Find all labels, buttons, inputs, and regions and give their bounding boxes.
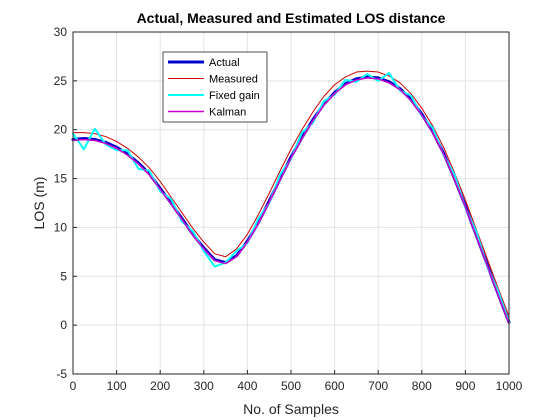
legend-label-actual: Actual [209, 57, 240, 69]
chart-title: Actual, Measured and Estimated LOS dista… [137, 10, 446, 26]
y-tick-label: 10 [54, 220, 68, 234]
x-tick-label: 0 [70, 379, 77, 393]
x-tick-label: 200 [150, 379, 170, 393]
y-tick-label: 25 [54, 74, 68, 88]
legend-label-kalman: Kalman [209, 107, 246, 119]
series-layer [71, 70, 511, 324]
y-tick-label: 20 [54, 123, 68, 137]
y-tick-label: 15 [54, 172, 68, 186]
y-tick-label: 30 [54, 25, 68, 39]
axis-ticks: 0 100 200 300 400 500 600 700 800 900 1000-5051015… [54, 25, 523, 393]
x-tick-label: 500 [281, 379, 301, 393]
x-tick-label: 900 [455, 379, 475, 393]
x-tick-label: 300 [194, 379, 214, 393]
y-tick-label: 5 [60, 269, 67, 283]
x-axis-title: No. of Samples [243, 401, 339, 417]
series-line-kalman [72, 77, 510, 324]
y-tick-label: -5 [56, 367, 67, 381]
x-tick-label: 1000 [496, 379, 523, 393]
legend: Actual Measured Fixed gain Kalman [162, 51, 268, 123]
x-tick-label: 800 [412, 379, 432, 393]
x-tick-label: 100 [107, 379, 127, 393]
legend-label-fixed-gain: Fixed gain [209, 90, 260, 102]
y-axis-title: LOS (m) [31, 177, 47, 230]
x-tick-label: 400 [237, 379, 257, 393]
x-tick-label: 700 [368, 379, 388, 393]
y-tick-label: 0 [60, 318, 67, 332]
legend-label-measured: Measured [209, 74, 258, 86]
legend-box [162, 51, 268, 123]
series-line-measured [72, 70, 510, 317]
x-tick-label: 600 [325, 379, 345, 393]
